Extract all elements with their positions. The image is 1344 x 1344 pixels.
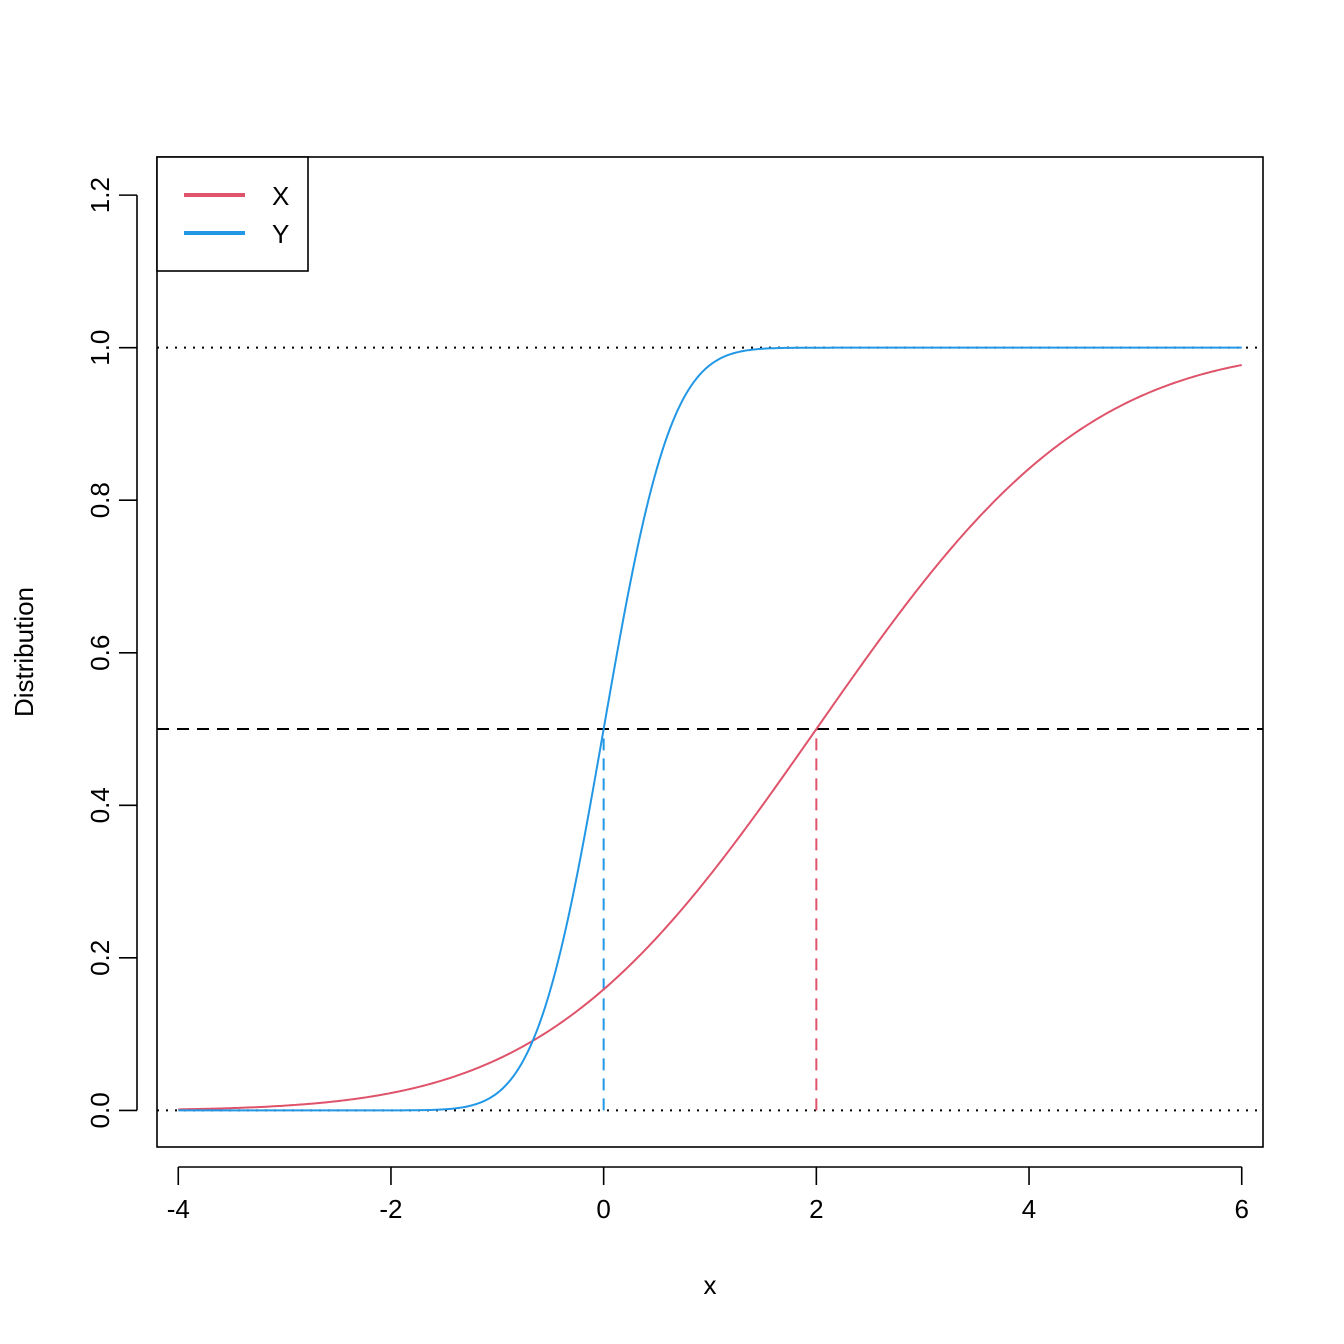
legend-label-y: Y: [272, 219, 289, 249]
y-axis: 0.0 0.2 0.4 0.6 0.8 1.0 1.2: [85, 177, 138, 1128]
y-tick-label: 1.0: [85, 330, 115, 366]
series-layer: [178, 346, 1242, 1112]
y-axis-label: Distribution: [9, 587, 39, 717]
reference-lines: [157, 346, 1263, 1112]
y-tick-label: 1.2: [85, 177, 115, 213]
legend-label-x: X: [272, 181, 289, 211]
legend: XY: [156, 156, 309, 272]
x-tick-label: -4: [167, 1194, 190, 1224]
series-line-x: [178, 364, 1242, 1111]
plot-frame: [156, 156, 1264, 1148]
y-tick-label: 0.8: [85, 482, 115, 518]
y-tick-label: 0.2: [85, 940, 115, 976]
y-tick-label: 0.4: [85, 787, 115, 823]
legend-box: [156, 156, 309, 272]
x-axis: -4 -2 0 2 4 6: [167, 1166, 1249, 1224]
x-axis-label: x: [704, 1270, 717, 1300]
x-tick-label: -2: [379, 1194, 402, 1224]
y-tick-label: 0.0: [85, 1092, 115, 1128]
y-tick-label: 0.6: [85, 635, 115, 671]
x-tick-label: 2: [809, 1194, 823, 1224]
x-tick-label: 6: [1234, 1194, 1248, 1224]
x-tick-label: 4: [1022, 1194, 1036, 1224]
series-line-y: [178, 346, 1242, 1112]
x-tick-label: 0: [596, 1194, 610, 1224]
